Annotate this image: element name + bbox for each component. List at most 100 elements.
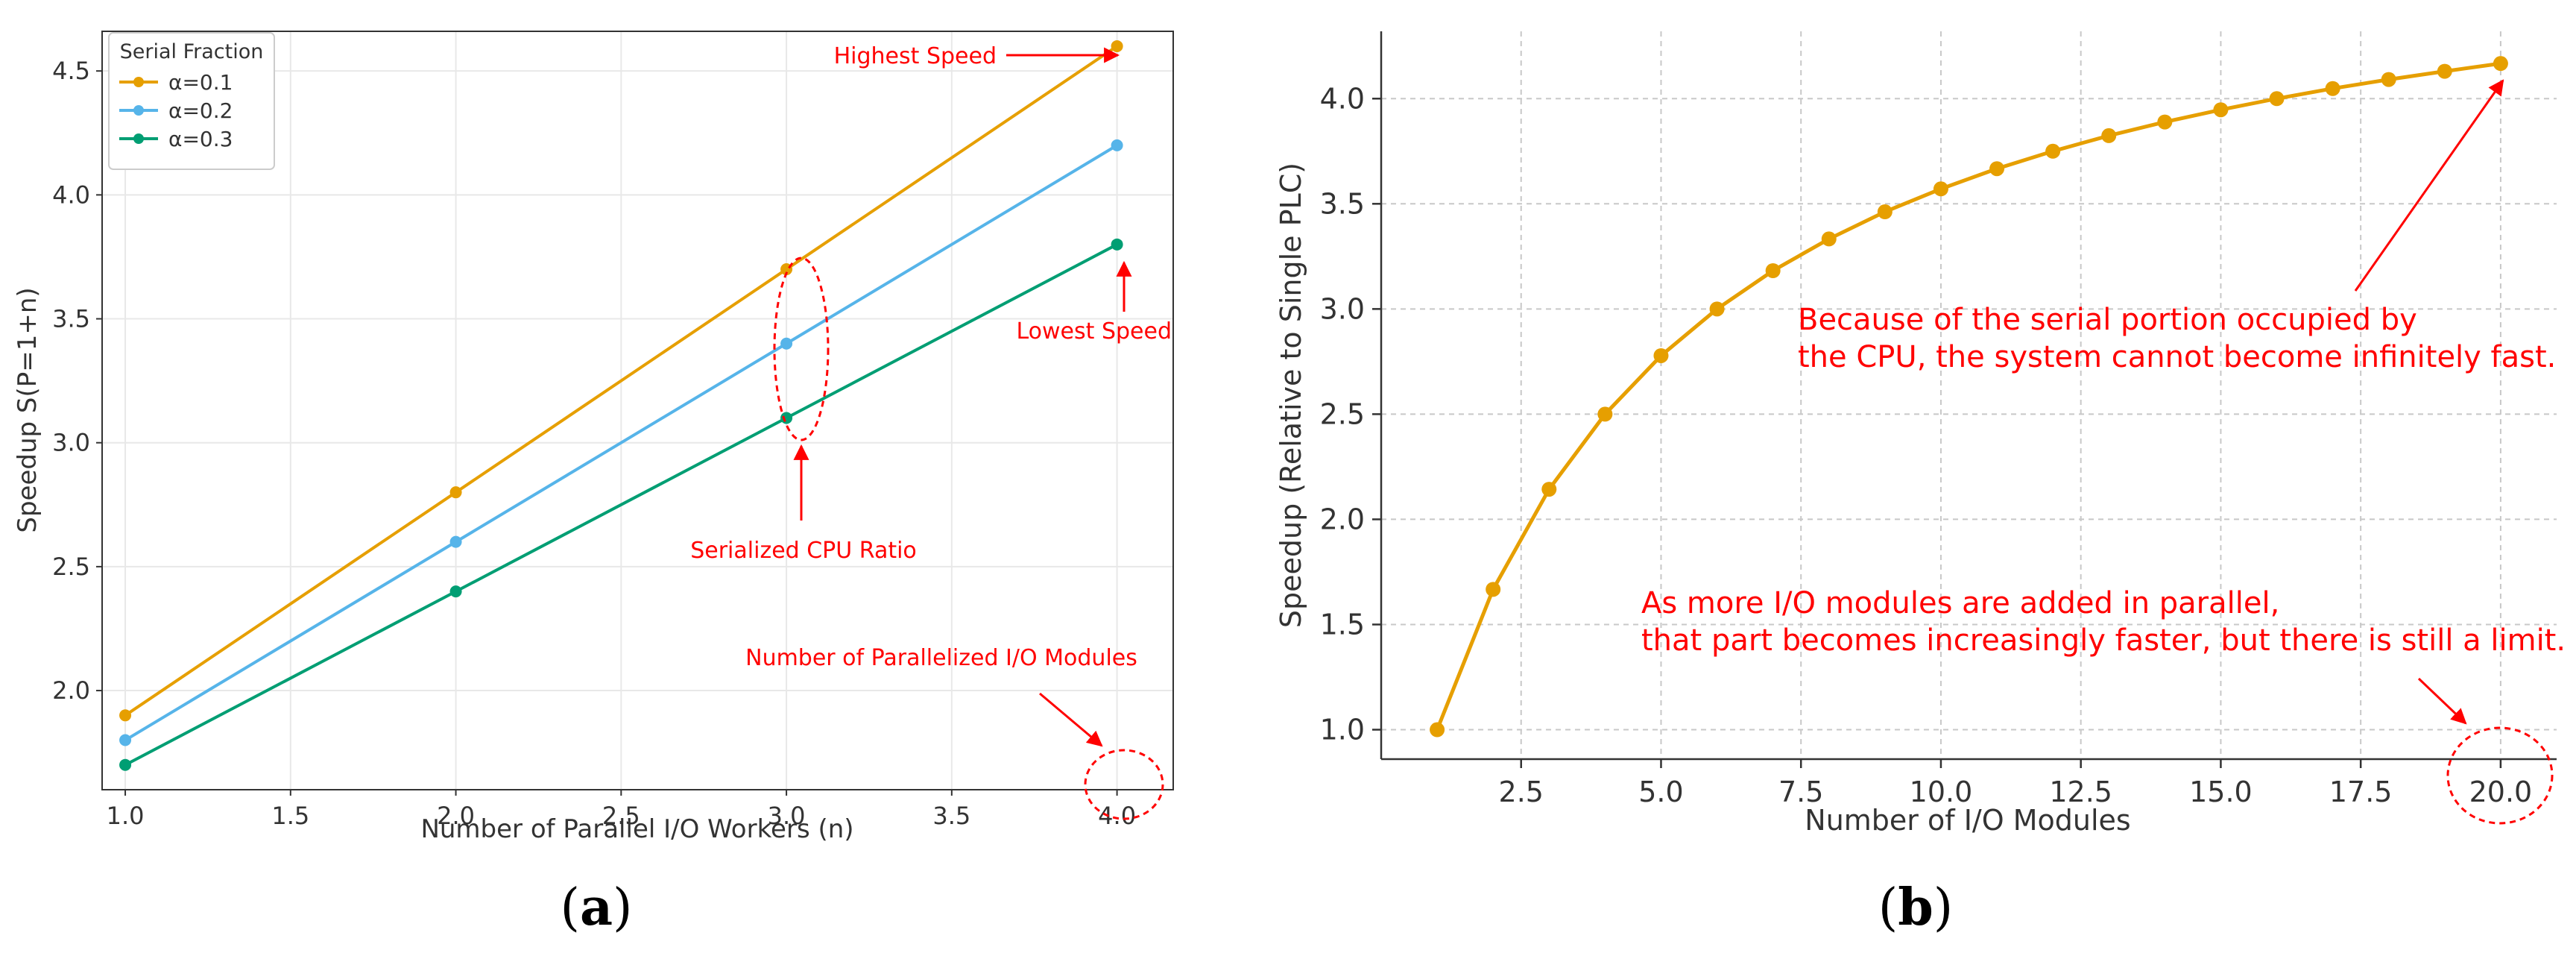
panel-a-ticks: 1.0 1.5 2.0 2.5 3.0 3.5 4.0 2.0 2.5 3.0 3.5 4.0 4.5 xyxy=(52,57,1136,830)
data-point-alpha-3 xyxy=(449,585,462,598)
data-point-alpha-2 xyxy=(1111,139,1123,151)
panel-b-y-tick-label: 2.0 xyxy=(1320,503,1365,535)
panel-a-y-tick-label: 2.0 xyxy=(52,676,90,705)
panel-b-x-tick-label: 20.0 xyxy=(2469,776,2533,808)
annotation-parallel-modules: Number of Parallelized I/O Modules xyxy=(745,645,1137,671)
panel-a-x-tick-label: 4.0 xyxy=(1098,802,1136,830)
panel-a-chart: 1.0 1.5 2.0 2.5 3.0 3.5 4.02.02.53.03.54.04.5 … xyxy=(13,31,1174,937)
panel-b-y-tick-label: 3.5 xyxy=(1320,187,1365,220)
speedup-point xyxy=(2213,102,2229,118)
arrow-serial-limit xyxy=(2354,79,2504,292)
panel-b-chart: 2.5 5.0 7.5 10.0 12.5 15.0 17.5 20.0 1.0 1.5 2.0 2.… xyxy=(1275,31,2566,937)
annotation-serial-line1: Because of the serial portion occupied b… xyxy=(1798,303,2417,337)
arrow-parallel-modules xyxy=(1039,692,1103,747)
speedup-line xyxy=(1435,61,2501,731)
annotation-serial-line2: the CPU, the system cannot become infini… xyxy=(1798,340,2556,374)
speedup-point xyxy=(1877,204,1892,220)
speedup-point xyxy=(2493,56,2508,72)
annotation-lowest-speed: Lowest Speed xyxy=(1016,318,1172,345)
data-point-alpha-3 xyxy=(119,758,132,771)
speedup-point xyxy=(2157,114,2173,130)
panel-b-y-tick-label: 2.5 xyxy=(1320,397,1365,430)
panel-b-x-tick-label: 12.5 xyxy=(2049,776,2112,808)
speedup-point xyxy=(2381,72,2396,87)
speedup-point xyxy=(1597,406,1613,422)
panel-b-x-tick-label: 7.5 xyxy=(1778,776,1823,808)
annotation-parallel-line2: that part becomes increasingly faster, b… xyxy=(1641,623,2566,658)
data-point-alpha-3 xyxy=(1111,238,1123,251)
panel-b-y-tick-label: 3.0 xyxy=(1320,292,1365,325)
data-point-alpha-2 xyxy=(119,734,132,746)
speedup-point xyxy=(1486,582,1501,597)
highlight-tick-4 xyxy=(1084,749,1164,820)
legend-marker-3 xyxy=(133,133,144,144)
panel-a-y-tick-label: 3.5 xyxy=(52,305,90,333)
speedup-point xyxy=(1765,263,1781,279)
panel-b-x-tick-label: 17.5 xyxy=(2329,776,2393,808)
speedup-point xyxy=(2325,81,2340,96)
data-point-alpha-1 xyxy=(1111,40,1123,52)
speedup-point xyxy=(1821,231,1837,247)
panel-b-ticks: 2.5 5.0 7.5 10.0 12.5 15.0 17.5 20.0 1.0 1.5 2.0 2.… xyxy=(1320,82,2533,808)
speedup-point xyxy=(2269,91,2285,107)
panel-b-y-tick-label: 1.5 xyxy=(1320,608,1365,641)
legend-marker-1 xyxy=(133,77,144,87)
panel-b-x-tick-label: 10.0 xyxy=(1910,776,1973,808)
panel-b-y-axis-label: Speedup (Relative to Single PLC) xyxy=(1275,163,1307,628)
data-point-alpha-2 xyxy=(780,337,793,350)
legend-title: Serial Fraction xyxy=(120,40,264,63)
panel-b-x-tick-label: 5.0 xyxy=(1638,776,1683,808)
speedup-point xyxy=(2101,128,2117,143)
panel-a-y-tick-label: 4.5 xyxy=(52,57,90,85)
speedup-point xyxy=(2045,143,2061,159)
panel-b-series xyxy=(1430,56,2508,738)
panel-a-y-tick-label: 3.0 xyxy=(52,429,90,457)
series-line-alpha-3 xyxy=(124,243,1118,767)
annotation-highest-speed: Highest Speed xyxy=(834,43,997,69)
panel-a-y-axis-label: Speedup S(P=1+n) xyxy=(13,287,42,532)
legend-label-1: α=0.1 xyxy=(168,70,233,95)
panel-b-grid xyxy=(1381,31,2557,759)
legend-marker-2 xyxy=(133,105,144,116)
panel-a-legend: Serial Fraction α=0.1 α=0.2 α=0.3 xyxy=(108,32,275,170)
panel-b-x-tick-label: 2.5 xyxy=(1499,776,1544,808)
panel-b-y-tick-label: 4.0 xyxy=(1320,82,1365,115)
speedup-point xyxy=(2437,63,2452,79)
legend-label-2: α=0.2 xyxy=(168,98,233,123)
serialized-ratio-ellipse xyxy=(773,257,830,441)
panel-a-x-tick-label: 3.0 xyxy=(768,802,806,830)
caption-a: (a) xyxy=(560,878,632,937)
speedup-point xyxy=(1541,482,1557,497)
data-point-alpha-2 xyxy=(449,535,462,548)
legend-label-3: α=0.3 xyxy=(168,127,233,151)
series-line-alpha-1 xyxy=(124,45,1118,717)
panel-b-x-tick-label: 15.0 xyxy=(2189,776,2253,808)
panel-a-y-tick-label: 2.5 xyxy=(52,553,90,581)
panel-a-y-tick-label: 4.0 xyxy=(52,180,90,209)
arrow-parallel-limit xyxy=(2417,677,2467,725)
speedup-point xyxy=(1989,161,2005,177)
speedup-point xyxy=(1933,181,1948,197)
speedup-point xyxy=(1653,348,1669,363)
speedup-point xyxy=(1430,722,1445,738)
data-point-alpha-1 xyxy=(119,709,132,722)
panel-a-x-tick-label: 3.5 xyxy=(932,802,970,830)
panel-b-y-tick-label: 1.0 xyxy=(1320,714,1365,746)
panel-a-plot-frame xyxy=(101,31,1174,790)
panel-a-series xyxy=(119,40,1123,771)
annotation-serialized-ratio: Serialized CPU Ratio xyxy=(690,538,917,564)
series-line-alpha-2 xyxy=(124,144,1118,742)
panel-a-x-tick-label: 2.5 xyxy=(602,802,640,830)
caption-b: (b) xyxy=(1878,878,1954,937)
panel-a-x-tick-label: 1.0 xyxy=(107,802,145,830)
speedup-point xyxy=(1709,301,1725,317)
panel-a-x-axis-label: Number of Parallel I/O Workers (n) xyxy=(420,814,853,844)
highlight-tick-20 xyxy=(2446,726,2554,825)
panel-a-x-tick-label: 1.5 xyxy=(271,802,309,830)
data-point-alpha-1 xyxy=(449,486,462,499)
panel-b-x-axis-label: Number of I/O Modules xyxy=(1805,804,2130,837)
panel-a-x-tick-label: 2.0 xyxy=(437,802,475,830)
annotation-parallel-line1: As more I/O modules are added in paralle… xyxy=(1641,586,2279,620)
data-point-alpha-3 xyxy=(780,412,793,424)
